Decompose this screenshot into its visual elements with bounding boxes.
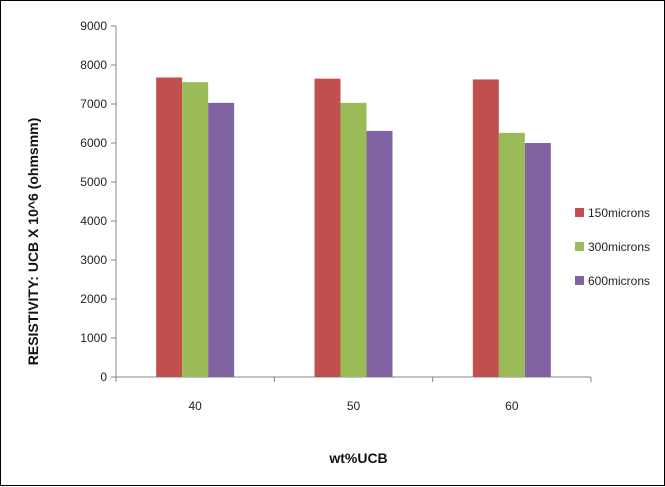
legend: 150microns 300microns 600microns: [575, 206, 650, 288]
y-tick-label: 3000: [80, 253, 107, 267]
y-tick-label: 0: [100, 370, 107, 384]
legend-label: 300microns: [588, 240, 650, 254]
x-axis-title: wt%UCB: [328, 450, 387, 466]
bar: [340, 102, 367, 377]
y-tick-label: 7000: [80, 97, 107, 111]
y-tick-label: 1000: [80, 331, 107, 345]
y-axis: 0 1000 2000 3000 4000 5000 6000 7000 8000 9000: [80, 19, 117, 384]
bar: [498, 132, 525, 377]
y-tick-label: 9000: [80, 19, 107, 33]
x-axis: 40 50 60: [115, 376, 592, 413]
legend-swatch: [575, 208, 584, 217]
y-axis-title: RESISTIVITY: UCB X 10^6 (ohmsmm): [25, 118, 41, 366]
y-tick-label: 4000: [80, 214, 107, 228]
bar: [156, 77, 183, 377]
legend-swatch: [575, 242, 584, 251]
bar: [472, 79, 499, 378]
x-tick-label: 40: [188, 399, 202, 413]
y-tick-label: 5000: [80, 175, 107, 189]
y-tick-label: 2000: [80, 292, 107, 306]
bar: [366, 130, 393, 377]
legend-label: 150microns: [588, 206, 650, 220]
y-tick-label: 6000: [80, 136, 107, 150]
legend-swatch: [575, 276, 584, 285]
x-tick-label: 60: [505, 399, 519, 413]
bar: [182, 82, 209, 377]
legend-label: 600microns: [588, 274, 650, 288]
bar: [524, 143, 551, 377]
bars: [156, 77, 551, 378]
bar: [314, 78, 341, 378]
bar: [208, 102, 235, 377]
y-tick-label: 8000: [80, 58, 107, 72]
x-tick-label: 50: [347, 399, 361, 413]
